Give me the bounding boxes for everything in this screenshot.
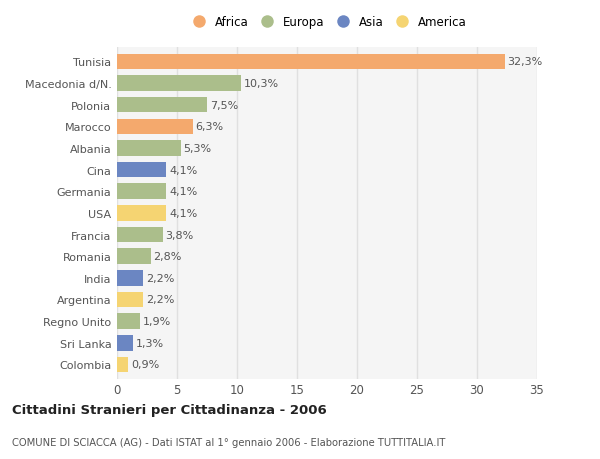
Text: 3,8%: 3,8% [166, 230, 194, 240]
Bar [117, 55, 505, 70]
Text: 4,1%: 4,1% [169, 165, 197, 175]
Bar [117, 335, 133, 351]
Text: Cittadini Stranieri per Cittadinanza - 2006: Cittadini Stranieri per Cittadinanza - 2… [12, 403, 327, 416]
Text: 6,3%: 6,3% [196, 122, 224, 132]
Text: 1,3%: 1,3% [136, 338, 164, 348]
Text: 2,8%: 2,8% [154, 252, 182, 262]
Text: 0,9%: 0,9% [131, 360, 159, 369]
Bar [117, 98, 207, 113]
Bar [117, 249, 151, 264]
Bar [117, 270, 143, 286]
Text: 32,3%: 32,3% [508, 57, 543, 67]
Bar [117, 76, 241, 92]
Bar [117, 357, 128, 372]
Bar [117, 141, 181, 157]
Text: 2,2%: 2,2% [146, 295, 175, 305]
Text: 1,9%: 1,9% [143, 316, 171, 326]
Bar [117, 227, 163, 243]
Bar [117, 162, 166, 178]
Bar [117, 184, 166, 200]
Bar [117, 313, 140, 329]
Bar [117, 119, 193, 135]
Text: 5,3%: 5,3% [184, 144, 212, 154]
Bar [117, 206, 166, 221]
Bar [117, 292, 143, 308]
Text: 4,1%: 4,1% [169, 187, 197, 197]
Text: 2,2%: 2,2% [146, 273, 175, 283]
Text: 7,5%: 7,5% [210, 101, 238, 111]
Text: COMUNE DI SCIACCA (AG) - Dati ISTAT al 1° gennaio 2006 - Elaborazione TUTTITALIA: COMUNE DI SCIACCA (AG) - Dati ISTAT al 1… [12, 437, 445, 447]
Text: 10,3%: 10,3% [244, 79, 279, 89]
Text: 4,1%: 4,1% [169, 208, 197, 218]
Legend: Africa, Europa, Asia, America: Africa, Europa, Asia, America [188, 16, 466, 29]
